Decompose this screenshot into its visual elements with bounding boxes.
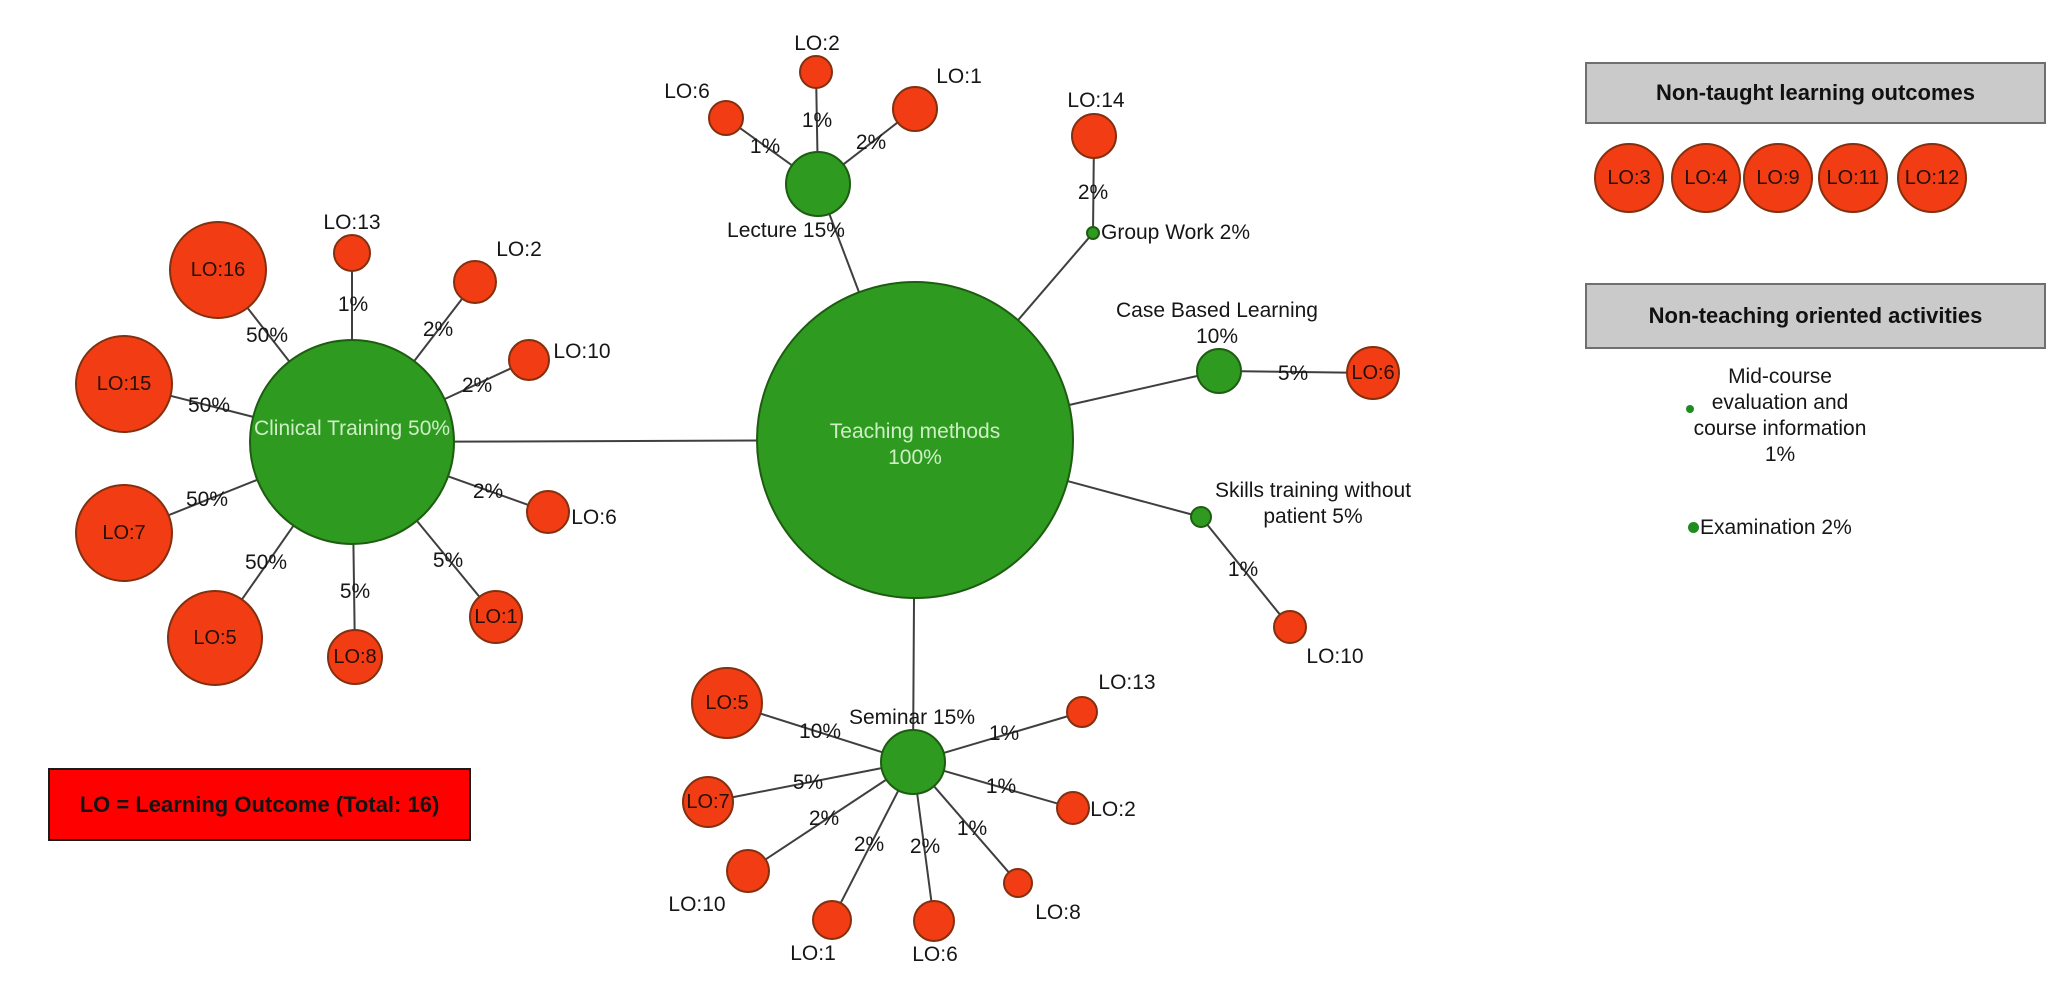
midcourse-label: Mid-course evaluation and course informa… [1693,365,1867,466]
edge-cl_lo6 [447,475,529,506]
node-cl_lo2-circle [453,260,497,304]
edge-teaching-groupwork [1017,236,1090,321]
node-sk_lo10-circle [1273,610,1307,644]
edge-cl_lo8 [352,543,356,631]
non-taught-panel-title: Non-taught learning outcomes [1656,80,1975,105]
node-sem_lo5-circle [691,667,763,739]
edge-teaching-cbl [1068,374,1198,407]
node-cbl-circle [1196,348,1242,394]
node-sem_lo1-circle [812,900,852,940]
edge-teaching-seminar [912,597,916,731]
edge-cl_lo15 [170,394,254,418]
node-lec_lo2-circle [799,55,833,89]
non-taught-panel-header: Non-taught learning outcomes [1585,62,2046,124]
edge-sem_lo6 [916,793,933,902]
midcourse-dot [1686,405,1694,413]
legend-text: LO = Learning Outcome (Total: 16) [79,791,440,817]
edge-sk_lo10 [1206,524,1281,616]
non-teaching-panel-header: Non-teaching oriented activities [1585,283,2046,349]
node-seminar-circle [880,729,946,795]
edge-cl_lo2 [413,298,463,362]
node-sem_lo8-circle [1003,868,1033,898]
non-taught-node-lo12-label: LO:12 [1904,166,1960,189]
examination-label: Examination 2% [1700,516,1852,539]
node-sem_lo10-circle [726,849,770,893]
non-taught-node-lo3-label: LO:3 [1607,166,1651,189]
edge-sem_lo1 [839,790,900,904]
node-clinical-circle [249,339,455,545]
node-lec_lo1-circle [892,86,938,132]
node-cbl_lo6-circle [1346,346,1400,400]
node-cl_lo13-circle [333,234,371,272]
edge-sem_lo2 [943,769,1058,805]
node-teaching-circle [756,281,1074,599]
edge-lec_lo1 [842,121,899,166]
edge-sem_lo13 [943,715,1068,754]
edge-lec_lo2 [815,87,819,153]
node-gw_lo14-circle [1071,113,1117,159]
examination-dot [1688,522,1699,533]
node-cl_lo5-circle [167,590,263,686]
non-taught-node-lo4-label: LO:4 [1684,166,1728,189]
node-skills-circle [1190,506,1212,528]
edge-cl_lo7 [168,478,258,517]
node-cl_lo8-circle [327,629,383,685]
edge-cl_lo5 [241,525,295,601]
edge-sem_lo7 [732,767,882,799]
edge-sem_lo10 [764,778,887,861]
edge-gw_lo14 [1092,157,1095,228]
node-lec_lo6-circle [708,100,744,136]
non-taught-node-lo12: LO:12 [1897,143,1967,213]
legend-box: LO = Learning Outcome (Total: 16) [48,768,471,841]
node-sem_lo6-circle [913,900,955,942]
node-cl_lo16-circle [169,221,267,319]
edge-lec_lo6 [739,127,793,167]
node-cl_lo1-circle [469,590,523,644]
edge-sem_lo5 [760,712,883,754]
edge-sem_lo8 [933,785,1010,874]
node-cl_lo10-circle [508,339,550,381]
non-taught-node-lo4: LO:4 [1671,143,1741,213]
non-teaching-panel-title: Non-teaching oriented activities [1648,303,1983,328]
edge-cl_lo1 [416,520,481,598]
node-lecture-circle [785,151,851,217]
node-cl_lo15-circle [75,335,173,433]
node-cl_lo7-circle [75,484,173,582]
node-groupwork-circle [1086,226,1100,240]
edge-teaching-lecture [828,213,860,293]
non-taught-node-lo11-label: LO:11 [1826,166,1880,189]
non-taught-node-lo3: LO:3 [1594,143,1664,213]
node-sem_lo13-circle [1066,696,1098,728]
non-taught-node-lo9-label: LO:9 [1756,166,1800,189]
edge-teaching-skills [1067,480,1192,516]
edge-teaching-clinical [453,439,758,443]
edge-cl_lo16 [246,307,291,363]
non-taught-node-lo11: LO:11 [1818,143,1888,213]
node-sem_lo2-circle [1056,791,1090,825]
edge-cbl_lo6 [1240,370,1348,374]
edge-cl_lo10 [444,367,512,401]
node-sem_lo7-circle [682,776,734,828]
node-cl_lo6-circle [526,490,570,534]
non-taught-node-lo9: LO:9 [1743,143,1813,213]
